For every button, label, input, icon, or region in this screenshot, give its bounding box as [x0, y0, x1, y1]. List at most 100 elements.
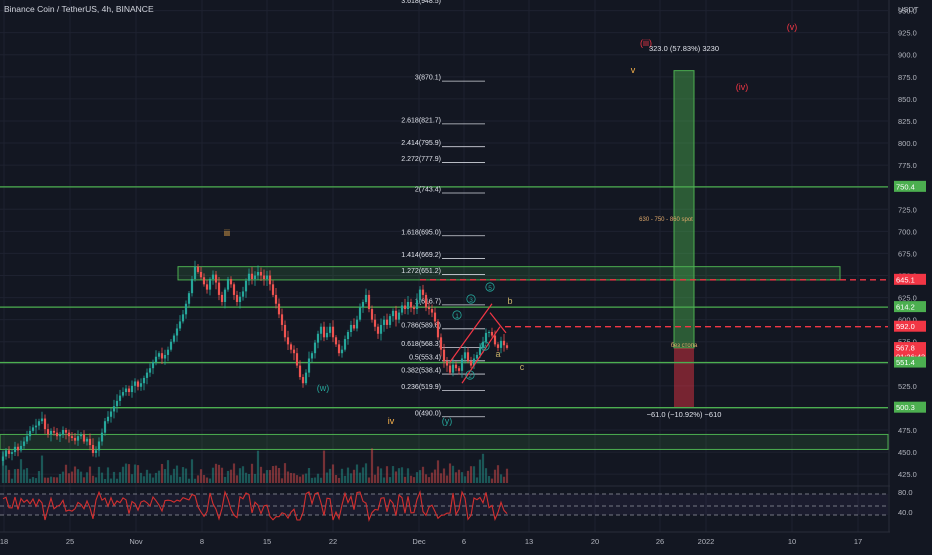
volume-bar	[112, 471, 116, 483]
price-axis-tick: 775.0	[898, 161, 917, 170]
candle-body	[13, 446, 17, 453]
candle-body	[1, 456, 5, 461]
resistance-zone	[177, 266, 841, 281]
volume-bar	[145, 469, 149, 483]
volume-bar	[232, 463, 236, 483]
time-axis-tick: 26	[656, 537, 664, 546]
volume-bar	[85, 472, 89, 483]
volume-bar	[370, 448, 374, 483]
candle-body	[337, 344, 341, 354]
volume-bar	[451, 465, 455, 483]
volume-bar	[457, 469, 461, 483]
volume-bar	[415, 472, 419, 483]
volume-bar	[178, 476, 182, 483]
candle-body	[16, 446, 20, 451]
candle-body	[307, 358, 311, 373]
volume-bar	[430, 472, 434, 483]
candle-body	[241, 291, 245, 297]
volume-bar	[307, 468, 311, 483]
volume-bar	[202, 474, 206, 483]
candle-body	[490, 332, 494, 336]
volume-bar	[37, 471, 41, 483]
volume-bar	[418, 470, 422, 483]
wave-label: (w)	[317, 383, 330, 393]
candle-body	[424, 294, 428, 308]
volume-bar	[229, 469, 233, 483]
rsi-band	[0, 494, 888, 515]
candle-body	[505, 345, 509, 348]
fib-level-label: 0.786(589.6)	[401, 322, 441, 329]
volume-bar	[55, 477, 59, 483]
wave-channel-line	[461, 326, 501, 384]
volume-bar	[379, 468, 383, 483]
fib-level-label: 1.618(695.0)	[401, 229, 441, 236]
candle-body	[196, 266, 200, 272]
volume-bar	[124, 463, 128, 483]
volume-bar	[4, 465, 8, 483]
candle-body	[151, 362, 155, 369]
candle-body	[385, 319, 389, 325]
candle-body	[349, 324, 353, 333]
time-axis-tick: 17	[854, 537, 862, 546]
stop-loss-box	[674, 347, 694, 408]
candle-body	[376, 326, 380, 334]
volume-bar	[301, 474, 305, 483]
candle-body	[124, 388, 128, 393]
volume-bar	[70, 471, 74, 483]
volume-bar	[412, 477, 416, 483]
volume-bar	[100, 472, 104, 483]
candle-body	[340, 349, 344, 354]
candle-body	[160, 353, 164, 359]
fib-level-label: 0.382(538.4)	[401, 368, 441, 375]
candle-body	[145, 372, 149, 378]
volume-bar	[172, 468, 176, 483]
candle-body	[463, 352, 467, 359]
candle-body	[49, 430, 53, 435]
candle-body	[115, 400, 119, 407]
candle-body	[427, 307, 431, 310]
wave-label: 3	[469, 297, 473, 304]
volume-bar	[163, 469, 167, 483]
volume-bar	[7, 469, 11, 483]
price-axis-tick: 700.0	[898, 227, 917, 236]
support-zone	[0, 433, 889, 450]
volume-bar	[73, 466, 77, 483]
volume-bar	[139, 472, 143, 483]
volume-bar	[34, 478, 38, 483]
volume-bar	[421, 466, 425, 483]
candle-body	[76, 436, 80, 441]
volume-bar	[289, 472, 293, 483]
volume-bar	[274, 465, 278, 483]
volume-bar	[127, 464, 131, 483]
candle-body	[280, 314, 284, 325]
volume-bar	[250, 463, 254, 483]
volume-bar	[391, 466, 395, 483]
candle-body	[271, 284, 275, 295]
candle-body	[154, 356, 158, 363]
candle-body	[487, 332, 491, 334]
rsi-line	[2, 489, 508, 522]
volume-bar	[52, 477, 56, 483]
candle-body	[34, 425, 38, 428]
candle-body	[211, 274, 215, 280]
candle-body	[205, 284, 209, 290]
volume-bar	[235, 475, 239, 483]
volume-bar	[442, 468, 446, 483]
candle-body	[55, 432, 59, 437]
candle-body	[364, 294, 368, 302]
volume-bar	[424, 474, 428, 483]
stop-note: без стопа	[671, 343, 698, 349]
wave-label: v	[631, 65, 636, 75]
price-tag-label: 551.4	[896, 358, 915, 367]
candle-body	[391, 310, 395, 317]
price-tag	[894, 180, 926, 192]
candle-body	[451, 364, 455, 373]
candle-body	[262, 275, 266, 280]
time-axis-tick: 6	[462, 537, 466, 546]
volume-bar	[226, 470, 230, 483]
candle-body	[46, 429, 50, 435]
volume-bar	[136, 465, 140, 483]
price-tag-label: 567.8	[896, 344, 915, 353]
